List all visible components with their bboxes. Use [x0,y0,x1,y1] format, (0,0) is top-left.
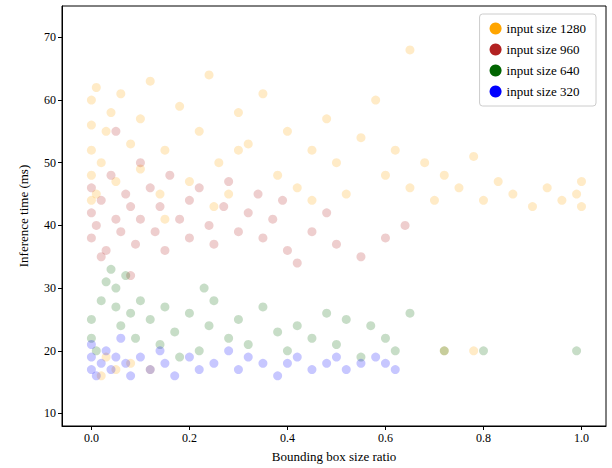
svg-text:0.4: 0.4 [280,431,295,445]
svg-text:30: 30 [44,281,56,295]
svg-text:70: 70 [44,30,56,44]
svg-text:60: 60 [44,93,56,107]
svg-text:10: 10 [44,406,56,420]
svg-text:Bounding box size ratio: Bounding box size ratio [272,449,397,464]
svg-text:40: 40 [44,218,56,232]
svg-text:1.0: 1.0 [574,431,589,445]
svg-text:20: 20 [44,344,56,358]
svg-text:50: 50 [44,156,56,170]
svg-text:0.0: 0.0 [84,431,99,445]
svg-text:input size 320: input size 320 [507,84,580,99]
svg-text:input size 640: input size 640 [507,63,580,78]
svg-text:0.6: 0.6 [378,431,393,445]
svg-text:Inference time (ms): Inference time (ms) [16,165,31,268]
svg-text:0.8: 0.8 [476,431,491,445]
svg-text:input size 960: input size 960 [507,42,580,57]
svg-text:0.2: 0.2 [182,431,197,445]
svg-text:input size 1280: input size 1280 [507,21,586,36]
